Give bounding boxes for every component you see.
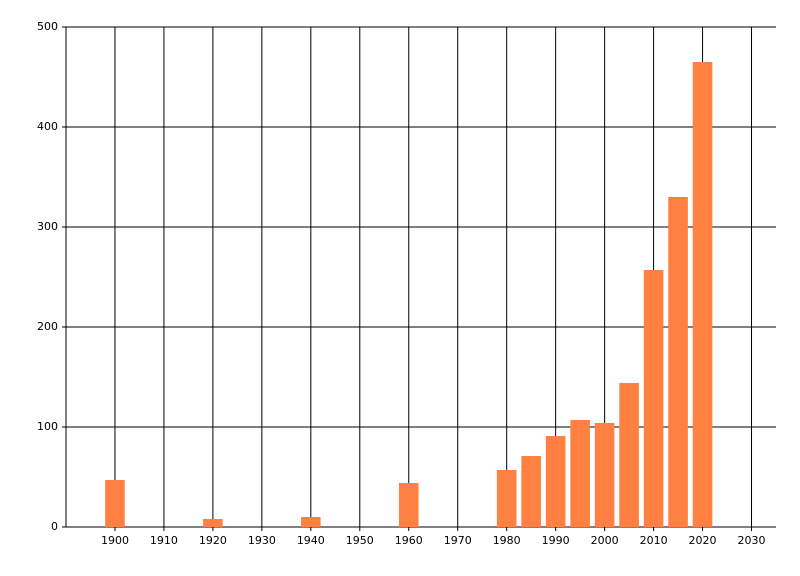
bar: [301, 517, 321, 527]
x-tick-label: 1980: [493, 534, 521, 547]
x-tick-label: 1990: [542, 534, 570, 547]
bar: [668, 197, 688, 527]
bar: [570, 420, 590, 527]
bar: [619, 383, 639, 527]
bar: [692, 62, 713, 527]
y-tick-label: 0: [51, 520, 58, 533]
x-tick-label: 1960: [395, 534, 423, 547]
bar: [521, 456, 541, 527]
x-tick-label: 2000: [591, 534, 619, 547]
x-tick-label: 2030: [738, 534, 766, 547]
x-tick-label: 2020: [689, 534, 717, 547]
bar: [496, 470, 517, 527]
y-tick-label: 300: [37, 220, 58, 233]
x-tick-label: 1920: [199, 534, 227, 547]
x-tick-label: 1940: [297, 534, 325, 547]
bar: [594, 423, 615, 527]
bar: [398, 483, 419, 527]
y-tick-label: 200: [37, 320, 58, 333]
bar: [643, 270, 664, 527]
y-tick-label: 500: [37, 20, 58, 33]
x-tick-label: 1900: [101, 534, 129, 547]
x-tick-label: 1930: [248, 534, 276, 547]
y-tick-label: 400: [37, 120, 58, 133]
x-tick-label: 1910: [150, 534, 178, 547]
x-tick-label: 1950: [346, 534, 374, 547]
bar: [545, 436, 566, 527]
x-tick-label: 1970: [444, 534, 472, 547]
y-tick-label: 100: [37, 420, 58, 433]
x-tick-label: 2010: [640, 534, 668, 547]
bar: [203, 519, 223, 527]
bar: [105, 480, 125, 527]
